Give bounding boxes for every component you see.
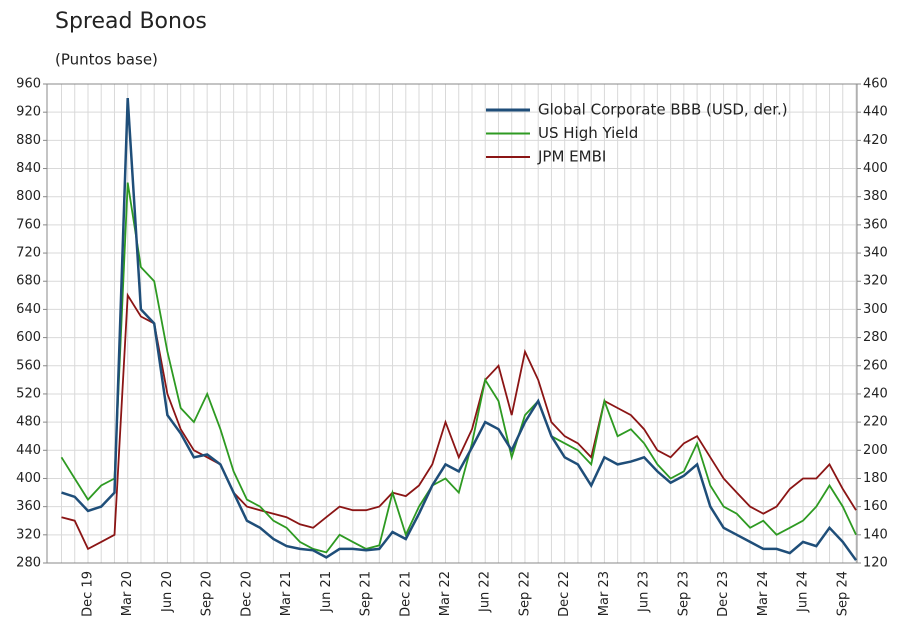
y2-tick-label: 400 [863, 161, 888, 176]
y-tick-label: 920 [16, 105, 41, 120]
y2-tick-label: 240 [863, 386, 888, 401]
plot-frame [46, 83, 858, 564]
y2-tick-label: 180 [863, 471, 888, 486]
y-tick-label: 720 [16, 246, 41, 261]
y2-tick-label: 280 [863, 330, 888, 345]
y-tick-label: 600 [16, 330, 41, 345]
series-line [61, 292, 857, 551]
y-tick-label: 880 [16, 133, 41, 148]
y2-tick-label: 440 [863, 105, 888, 120]
x-tick-label: Jun 24 [796, 571, 811, 613]
x-tick-label: Jun 22 [478, 571, 493, 613]
y-tick-label: 560 [16, 358, 41, 373]
y-tick-label: 640 [16, 302, 41, 317]
x-tick-label: Sep 22 [517, 571, 532, 616]
y2-tick-label: 220 [863, 415, 888, 430]
y2-tick-label: 340 [863, 246, 888, 261]
y2-tick-label: 120 [863, 556, 888, 571]
chart-subtitle: (Puntos base) [55, 51, 158, 69]
y-tick-label: 960 [16, 77, 41, 92]
y2-tick-label: 320 [863, 274, 888, 289]
legend-label: JPM EMBI [537, 148, 606, 166]
y-tick-label: 440 [16, 443, 41, 458]
y-tick-label: 320 [16, 527, 41, 542]
y2-tick-label: 140 [863, 527, 888, 542]
y2-tick-label: 460 [863, 77, 888, 92]
series-line [61, 98, 858, 561]
y2-tick-label: 360 [863, 217, 888, 232]
y-tick-label: 480 [16, 415, 41, 430]
x-tick-label: Jun 23 [637, 571, 652, 613]
x-tick-label: Jun 21 [319, 571, 334, 613]
y-tick-label: 280 [16, 556, 41, 571]
x-tick-label: Sep 23 [676, 571, 691, 616]
x-tick-label: Jun 20 [160, 571, 175, 613]
y-tick-label: 680 [16, 274, 41, 289]
y2-tick-label: 260 [863, 358, 888, 373]
y-tick-label: 400 [16, 471, 41, 486]
x-tick-label: Sep 21 [359, 571, 374, 616]
chart-title: Spread Bonos [55, 9, 207, 34]
y-tick-label: 800 [16, 189, 41, 204]
x-tick-label: Mar 24 [756, 571, 771, 616]
y-tick-label: 760 [16, 217, 41, 232]
y2-tick-label: 380 [863, 189, 888, 204]
y2-tick-label: 200 [863, 443, 888, 458]
series-line [60, 182, 857, 554]
legend-label: US High Yield [538, 124, 638, 142]
y-tick-label: 520 [16, 386, 41, 401]
x-tick-label: Sep 20 [200, 571, 215, 616]
x-tick-label: Sep 24 [835, 571, 850, 616]
x-tick-label: Dec 23 [716, 571, 731, 617]
x-tick-label: Mar 23 [597, 571, 612, 616]
y2-tick-label: 160 [863, 499, 888, 514]
x-tick-label: Mar 22 [438, 571, 453, 616]
y2-tick-label: 300 [863, 302, 888, 317]
legend-label: Global Corporate BBB (USD, der.) [538, 101, 788, 119]
x-tick-label: Dec 20 [239, 571, 254, 617]
x-tick-label: Mar 20 [120, 571, 135, 616]
x-tick-label: Dec 22 [557, 571, 572, 617]
y2-tick-label: 420 [863, 133, 888, 148]
x-tick-label: Dec 21 [398, 571, 413, 617]
x-tick-label: Mar 21 [279, 571, 294, 616]
x-tick-label: Dec 19 [80, 571, 95, 617]
y-tick-label: 840 [16, 161, 41, 176]
y-tick-label: 360 [16, 499, 41, 514]
